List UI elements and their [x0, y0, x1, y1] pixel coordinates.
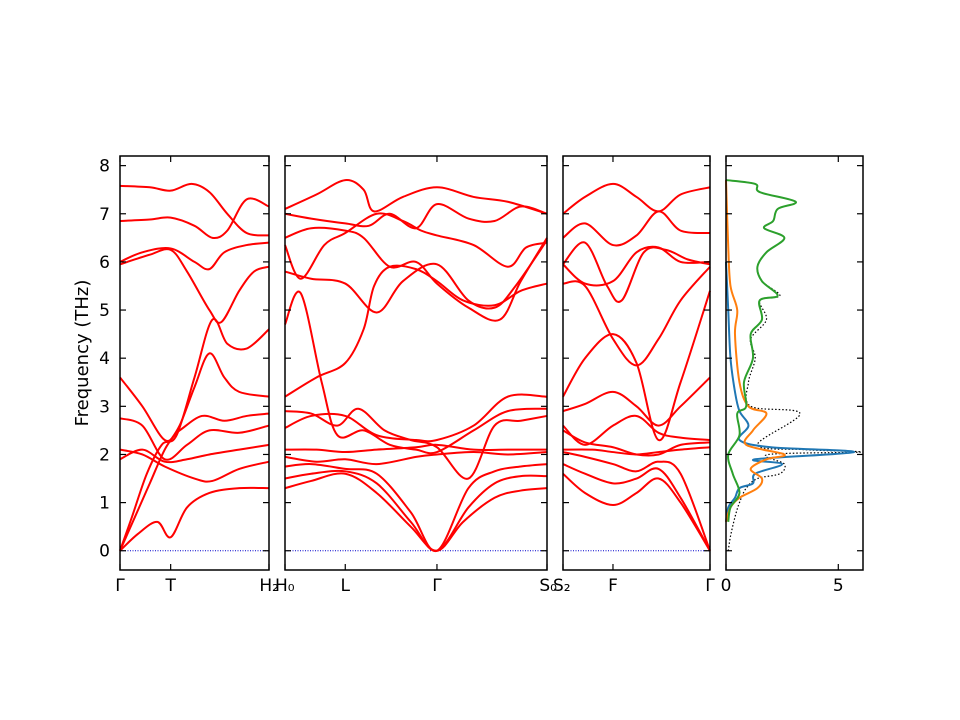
band-line — [284, 212, 548, 280]
x-tick-label: Γ — [705, 576, 715, 596]
band-line — [562, 472, 711, 552]
band-line — [119, 241, 270, 271]
x-tick-label: T — [164, 576, 176, 596]
band-line — [284, 393, 548, 443]
y-tick-label: 2 — [99, 445, 110, 465]
x-tick-label: Γ — [432, 576, 442, 596]
band-line — [284, 407, 548, 480]
x-tick-label: H₀ — [275, 576, 295, 596]
band-line — [284, 472, 548, 552]
band-line — [119, 417, 270, 461]
panel-frame — [562, 155, 711, 571]
band-line — [284, 463, 548, 552]
band-line — [119, 317, 270, 552]
band-line — [119, 352, 270, 552]
x-tick-label: 0 — [721, 576, 732, 596]
band-line — [284, 179, 548, 215]
band-line — [284, 290, 548, 455]
band-line — [284, 443, 547, 454]
band-line — [562, 463, 711, 552]
dos-frame — [725, 155, 864, 571]
y-tick-label: 7 — [99, 205, 110, 225]
band-line — [562, 414, 711, 446]
band-line — [562, 429, 711, 457]
band-line — [119, 182, 270, 237]
band-line — [284, 451, 548, 466]
x-tick-label: F — [608, 576, 618, 596]
y-tick-label: 6 — [99, 253, 110, 273]
band-line — [119, 448, 270, 483]
x-tick-label: H₂ — [259, 576, 279, 596]
band-line — [562, 245, 711, 287]
band-line — [562, 241, 711, 303]
band-line — [119, 486, 270, 552]
band-line — [562, 210, 711, 247]
y-tick-label: 3 — [99, 397, 110, 417]
band-line — [119, 376, 270, 442]
x-tick-label: 5 — [833, 576, 844, 596]
panel-1: 0 1 2 3 4 5 6 7 8 Γ T H₂ — [99, 155, 279, 596]
y-tick-label: 0 — [99, 542, 110, 562]
panel-frame — [284, 155, 548, 571]
x-tick-label: S₀ — [539, 576, 557, 596]
band-line — [562, 290, 711, 442]
dos-partial-line — [725, 261, 856, 523]
band-line — [284, 264, 548, 398]
band-line — [284, 226, 548, 322]
band-line — [284, 239, 548, 314]
band-line — [284, 469, 548, 552]
band-line — [562, 376, 711, 427]
x-tick-label: L — [341, 576, 351, 596]
x-tick-label: S₂ — [553, 576, 571, 596]
panel-3: S₂ F Γ — [553, 155, 715, 596]
band-line — [562, 182, 711, 215]
band-line — [562, 451, 711, 552]
band-line — [119, 443, 270, 464]
y-tick-label: 5 — [99, 301, 110, 321]
y-tick-label: 8 — [99, 157, 110, 177]
dos-partial-line — [725, 180, 786, 523]
band-line — [562, 446, 711, 456]
x-tick-label: Γ — [115, 576, 125, 596]
band-line — [119, 197, 270, 240]
band-line — [119, 248, 270, 324]
band-line — [562, 266, 711, 367]
y-axis-label: Frequency (THz) — [72, 280, 93, 427]
band-line — [284, 203, 548, 230]
panel-2: H₀ L Γ S₀ — [275, 155, 557, 596]
panel-frame — [119, 155, 270, 571]
y-tick-label: 1 — [99, 494, 110, 514]
y-tick-label: 4 — [99, 349, 110, 369]
